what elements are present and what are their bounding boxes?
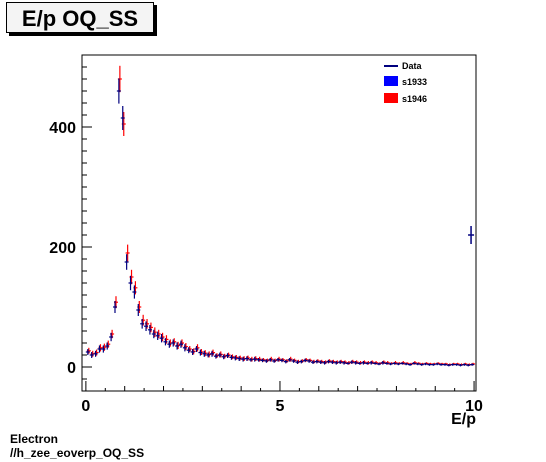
legend-label: s1946	[402, 94, 427, 104]
title-box: E/p OQ_SS	[6, 2, 154, 33]
y-tick-label: 0	[67, 360, 76, 377]
legend-s1946-box	[384, 93, 398, 103]
plot-frame	[81, 54, 477, 392]
plot-title: E/p OQ_SS	[21, 6, 139, 31]
y-tick-label: 400	[49, 120, 76, 137]
legend-s1933-box	[384, 76, 398, 86]
legend-label: Data	[402, 61, 423, 71]
x-tick-label: 10	[465, 398, 483, 415]
x-tick-label: 5	[276, 398, 285, 415]
x-axis-title: E/p	[451, 411, 476, 428]
y-tick-label: 200	[49, 240, 76, 257]
footer-label: Electron	[10, 432, 59, 446]
legend-label: s1933	[402, 77, 427, 87]
x-tick-label: 0	[81, 398, 90, 415]
footer-path: //h_zee_eoverp_OQ_SS	[10, 446, 145, 460]
